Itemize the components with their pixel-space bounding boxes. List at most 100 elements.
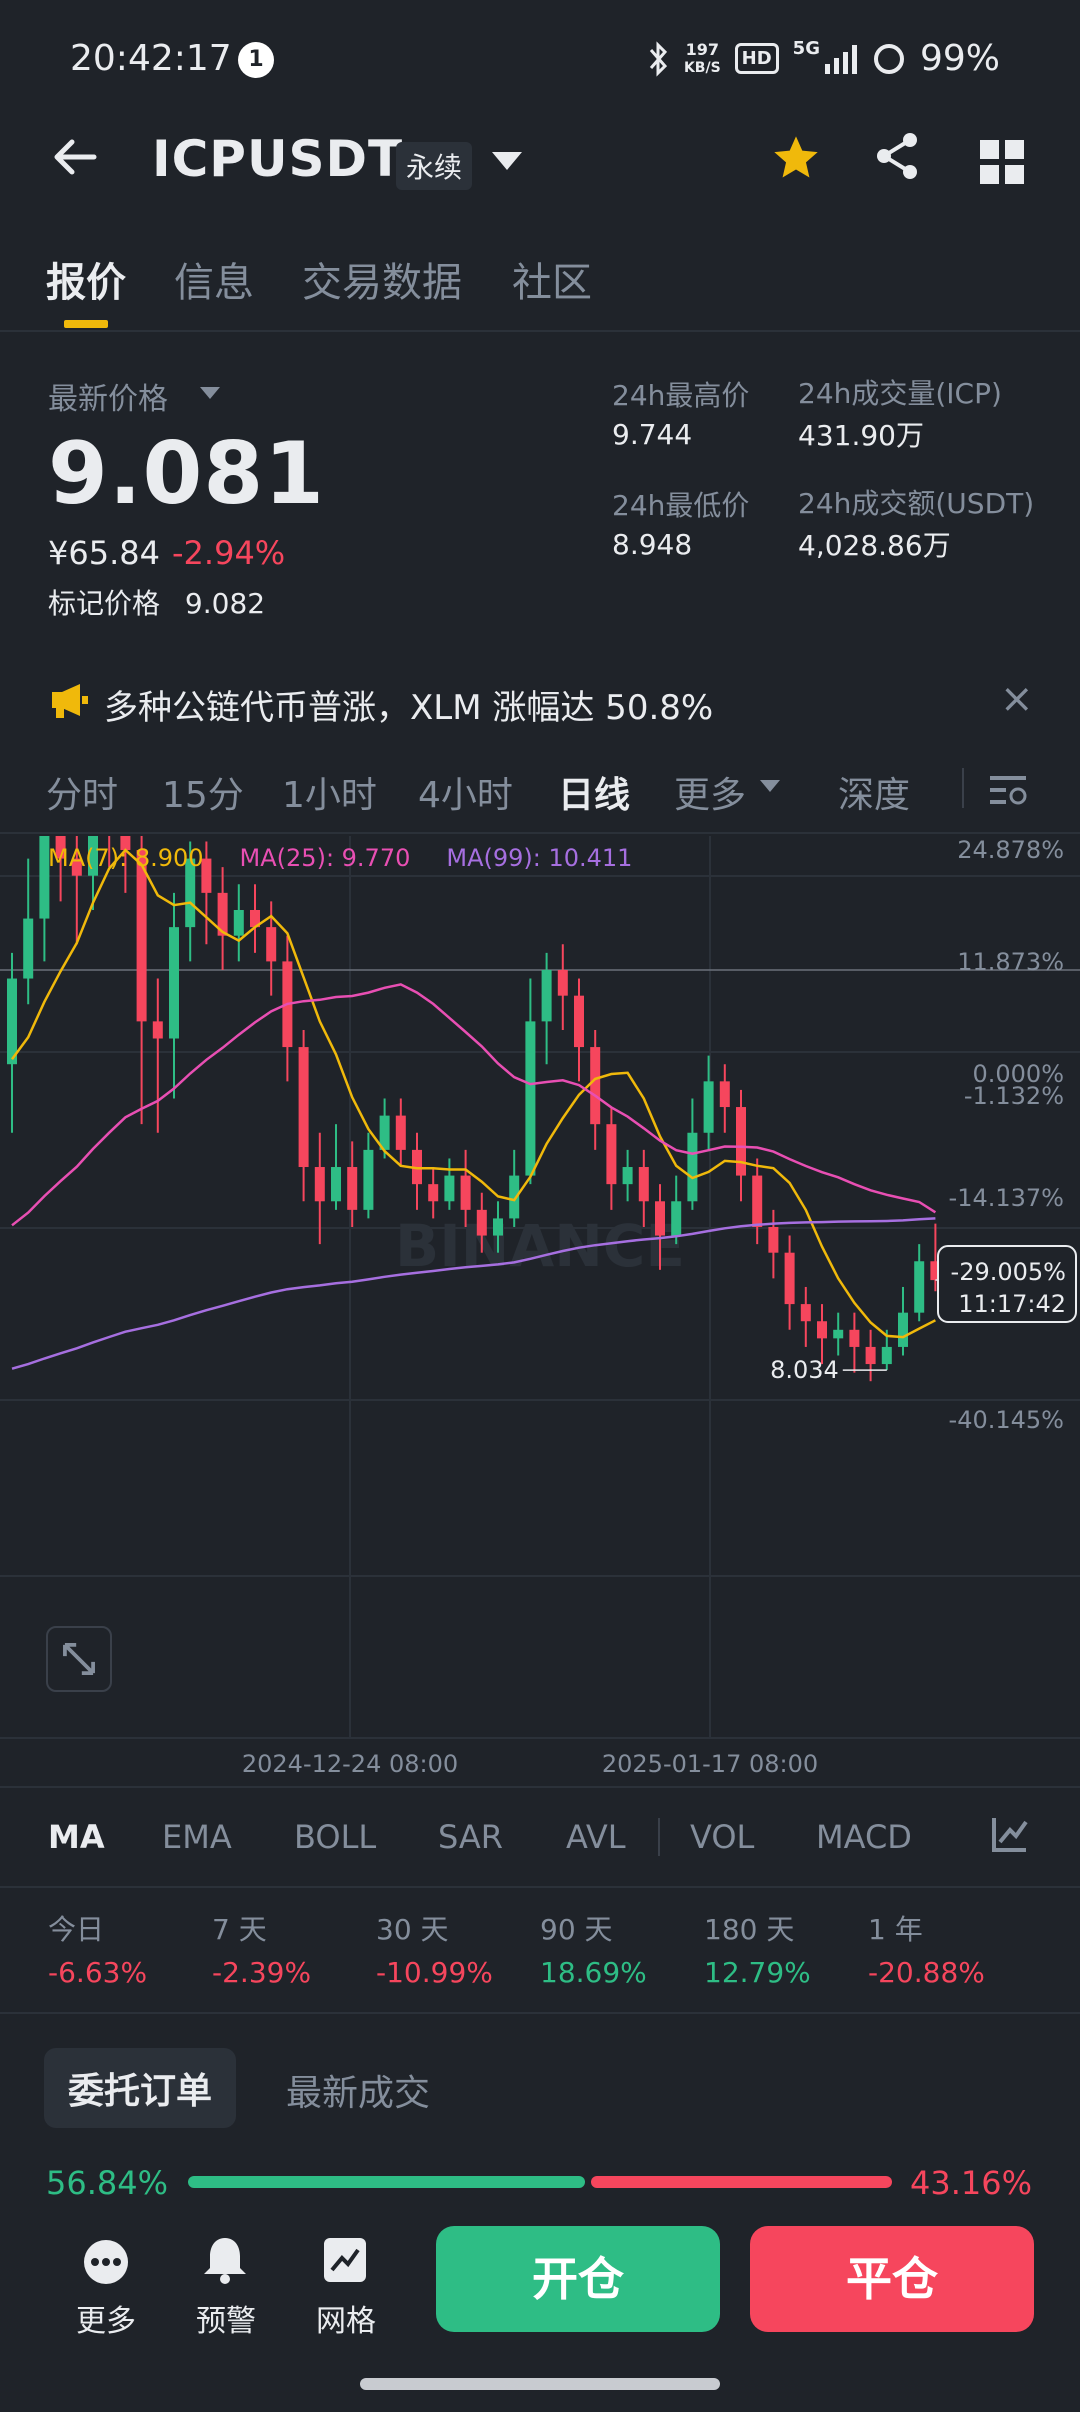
indicator-avl[interactable]: AVL <box>566 1818 626 1856</box>
mark-price-label: 标记价格 <box>48 587 161 620</box>
indicator-macd[interactable]: MACD <box>816 1818 912 1856</box>
candle-down <box>71 858 82 876</box>
tab-community[interactable]: 社区 <box>512 260 592 306</box>
net-speed-value: 197 <box>685 39 719 59</box>
candle-down <box>201 858 212 893</box>
candle-down <box>784 1252 795 1305</box>
indicator-ema[interactable]: EMA <box>162 1818 232 1856</box>
candle-down <box>752 1175 763 1227</box>
grid-trading-icon[interactable] <box>322 2236 368 2284</box>
tab-order-book[interactable]: 委托订单 <box>44 2048 237 2128</box>
tab-quote[interactable]: 报价 <box>46 260 126 306</box>
cny-price: ¥65.84 <box>48 534 160 572</box>
perf-label-1y: 1 年 <box>868 1913 923 1946</box>
net-speed-unit: KB/S <box>683 59 721 76</box>
indicator-settings-icon[interactable] <box>990 1814 1030 1854</box>
candle-down <box>800 1304 811 1322</box>
back-arrow-icon[interactable] <box>50 132 100 182</box>
signal-icon <box>824 44 857 74</box>
perf-value-30d: -10.99% <box>376 1956 493 1989</box>
tf-line[interactable]: 分时 <box>46 775 119 816</box>
close-icon[interactable]: × <box>1000 676 1034 722</box>
candles <box>7 836 941 1382</box>
candle-down <box>865 1346 876 1365</box>
close-position-button[interactable]: 平仓 <box>750 2226 1034 2332</box>
perf-label-90d: 90 天 <box>540 1913 613 1946</box>
home-indicator[interactable] <box>360 2378 720 2390</box>
candle-up <box>169 927 179 1039</box>
alert-button[interactable]: 预警 <box>196 2304 256 2339</box>
more-icon[interactable] <box>82 2238 130 2286</box>
candle-up <box>444 1175 455 1202</box>
candle-up <box>23 918 34 979</box>
candlestick-chart[interactable]: BINANCE 24.878%11.873%0.000%-1.132%-14.1… <box>0 836 1080 1786</box>
share-icon[interactable] <box>872 130 924 182</box>
y-axis-label: 0.000% <box>972 1060 1064 1088</box>
tf-1h[interactable]: 1小时 <box>282 775 377 816</box>
low-label: 24h最低价 <box>612 489 750 522</box>
divider <box>0 1886 1080 1888</box>
fullscreen-icon[interactable] <box>46 1626 112 1692</box>
candle-up <box>898 1312 908 1347</box>
tab-recent-trades[interactable]: 最新成交 <box>286 2073 431 2114</box>
tab-trading-data[interactable]: 交易数据 <box>302 260 462 306</box>
x-axis-labels: 2024-12-24 08:00 2025-01-17 08:00 <box>242 1750 818 1778</box>
ma-lines <box>10 848 937 1370</box>
notification-badge: 1 <box>238 42 274 78</box>
chart-grid <box>0 836 1080 1739</box>
price-type-dropdown-icon[interactable] <box>200 387 220 399</box>
indicator-ma[interactable]: MA <box>48 1818 105 1856</box>
tab-info[interactable]: 信息 <box>174 260 254 306</box>
candle-down <box>266 927 277 962</box>
candle-up <box>833 1329 844 1339</box>
bell-icon[interactable] <box>202 2236 248 2284</box>
candle-down <box>314 1167 325 1202</box>
indicator-boll[interactable]: BOLL <box>294 1818 377 1856</box>
candle-down <box>120 836 131 851</box>
x-axis-label: 2025-01-17 08:00 <box>602 1750 818 1778</box>
net-speed: 197 KB/S <box>683 39 721 77</box>
divider <box>0 2012 1080 2014</box>
candle-down <box>460 1175 471 1210</box>
tf-15m[interactable]: 15分 <box>162 775 244 816</box>
ma-legend: MA(7): 8.900 MA(25): 9.770 MA(99): 10.41… <box>48 844 632 872</box>
chart-settings-icon[interactable] <box>988 770 1028 810</box>
announcement-text[interactable]: 多种公链代币普涨，XLM 涨幅达 50.8% <box>104 688 714 728</box>
y-axis-label: -14.137% <box>949 1184 1064 1212</box>
perf-label-7d: 7 天 <box>212 1913 267 1946</box>
symbol-dropdown-icon[interactable] <box>492 152 522 170</box>
candle-down <box>606 1124 617 1185</box>
turnover-value: 4,028.86万 <box>798 529 951 562</box>
sell-ratio-fill <box>591 2176 892 2188</box>
tf-more[interactable]: 更多 <box>674 775 747 816</box>
tf-depth[interactable]: 深度 <box>838 775 911 816</box>
candle-up <box>622 1167 633 1185</box>
grid-icon[interactable] <box>980 140 1024 184</box>
perf-label-today: 今日 <box>48 1913 105 1946</box>
tf-daily[interactable]: 日线 <box>558 775 631 816</box>
more-button[interactable]: 更多 <box>76 2304 136 2339</box>
last-price: 9.081 <box>48 424 326 524</box>
latest-price-label[interactable]: 最新价格 <box>48 382 168 417</box>
candle-up <box>7 978 17 1065</box>
indicator-vol[interactable]: VOL <box>690 1818 755 1856</box>
candle-down <box>298 1047 309 1168</box>
countdown-label: 11:17:42 <box>958 1290 1066 1318</box>
candle-down <box>347 1167 358 1210</box>
symbol-title[interactable]: ICPUSDT <box>152 130 404 188</box>
grid-button[interactable]: 网格 <box>316 2304 376 2339</box>
tf-4h[interactable]: 4小时 <box>418 775 513 816</box>
indicator-sar[interactable]: SAR <box>438 1818 504 1856</box>
candle-down <box>55 836 66 859</box>
mark-price-row: 标记价格 9.082 <box>48 582 265 622</box>
candle-down <box>574 995 584 1048</box>
megaphone-icon <box>52 684 88 718</box>
open-position-button[interactable]: 开仓 <box>436 2226 720 2332</box>
low-marker-label: 8.034 <box>770 1356 839 1384</box>
ma99-legend: MA(99): 10.411 <box>446 844 633 872</box>
more-dropdown-icon[interactable] <box>760 780 780 792</box>
current-pct-label: -29.005% <box>951 1258 1066 1286</box>
y-axis-label: -1.132% <box>964 1082 1064 1110</box>
star-icon[interactable] <box>770 132 822 184</box>
candle-down <box>557 969 568 996</box>
